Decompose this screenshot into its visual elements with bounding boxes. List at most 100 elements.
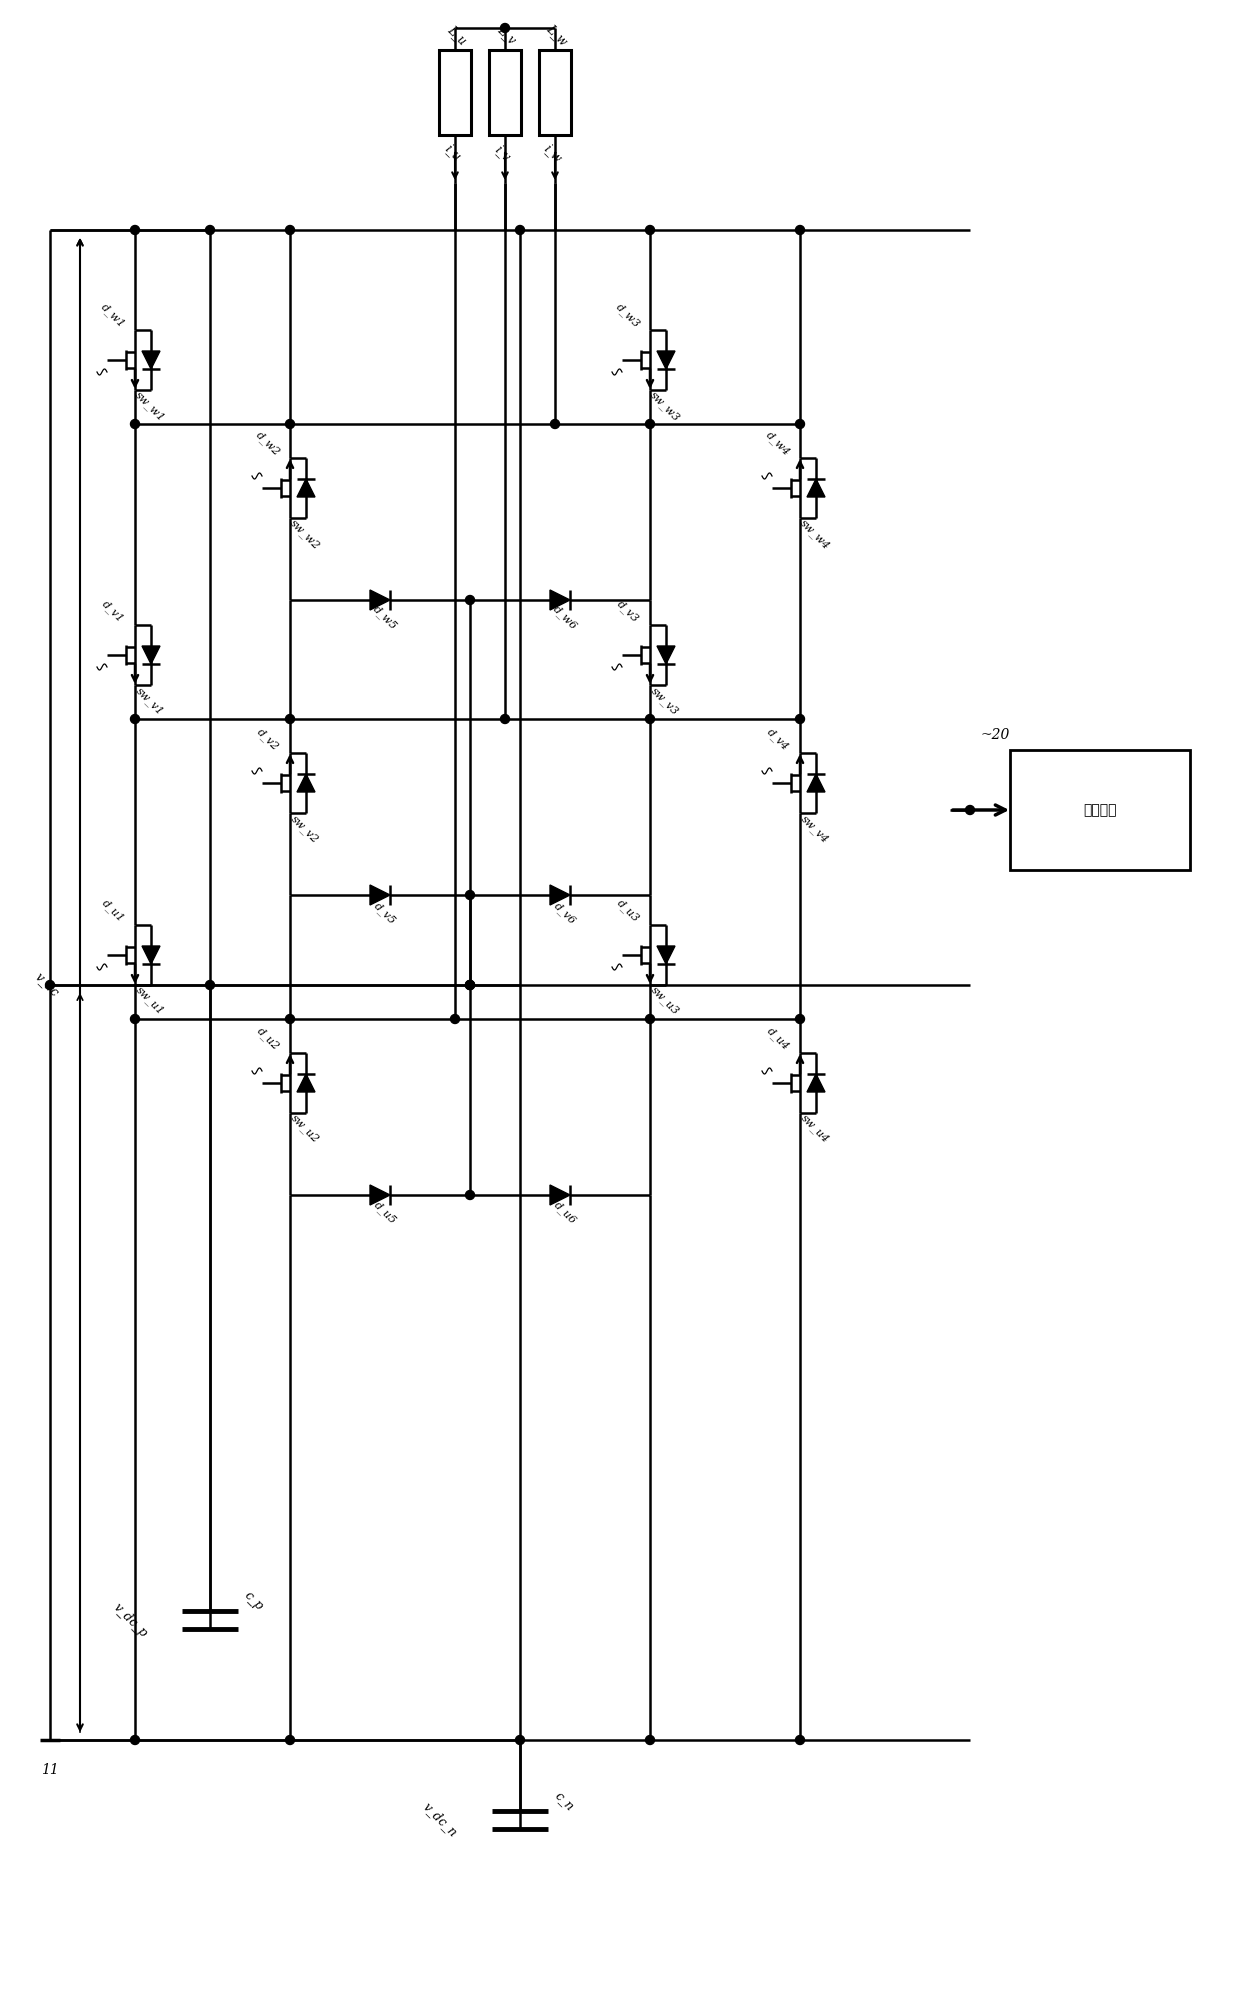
Text: d_w5: d_w5 [371, 604, 399, 632]
Polygon shape [551, 591, 570, 610]
Polygon shape [657, 646, 675, 664]
Text: d_w2: d_w2 [254, 429, 283, 459]
Text: d_v3: d_v3 [615, 598, 641, 624]
Circle shape [285, 714, 295, 724]
Circle shape [646, 225, 655, 235]
Circle shape [465, 595, 475, 604]
Circle shape [465, 1191, 475, 1199]
Text: d_v5: d_v5 [372, 900, 398, 926]
Text: ~20: ~20 [981, 728, 1009, 742]
Text: d_w1: d_w1 [99, 301, 128, 331]
Text: L_u: L_u [445, 22, 469, 48]
Circle shape [501, 714, 510, 724]
Circle shape [501, 24, 510, 32]
Text: sw_u2: sw_u2 [289, 1113, 321, 1145]
Text: 11: 11 [41, 1764, 58, 1778]
Circle shape [516, 1736, 525, 1744]
Polygon shape [807, 1073, 825, 1091]
Text: d_u5: d_u5 [372, 1199, 398, 1227]
Text: d_v4: d_v4 [765, 726, 791, 752]
Circle shape [130, 225, 139, 235]
Circle shape [285, 225, 295, 235]
Polygon shape [807, 479, 825, 497]
Circle shape [646, 1736, 655, 1744]
Text: d_v2: d_v2 [255, 726, 281, 752]
Circle shape [130, 714, 139, 724]
Text: i_u: i_u [443, 142, 464, 164]
Text: sw_w1: sw_w1 [133, 389, 167, 423]
Text: sw_w3: sw_w3 [649, 389, 682, 423]
Circle shape [206, 225, 215, 235]
Text: v_dc: v_dc [32, 970, 62, 999]
Text: sw_v3: sw_v3 [649, 684, 681, 716]
Polygon shape [370, 886, 391, 906]
Text: 控制装置: 控制装置 [1084, 804, 1117, 818]
Circle shape [796, 419, 805, 429]
Circle shape [130, 1015, 139, 1023]
Text: c_n: c_n [552, 1790, 577, 1813]
Circle shape [966, 806, 975, 814]
Circle shape [285, 419, 295, 429]
Circle shape [646, 1015, 655, 1023]
Circle shape [465, 980, 475, 990]
Text: sw_v4: sw_v4 [799, 814, 831, 846]
Text: sw_u4: sw_u4 [799, 1113, 831, 1145]
Circle shape [796, 714, 805, 724]
Circle shape [796, 1736, 805, 1744]
Polygon shape [370, 1185, 391, 1205]
Text: d_w3: d_w3 [614, 301, 642, 331]
Text: d_w6: d_w6 [551, 604, 579, 632]
Text: sw_w4: sw_w4 [799, 517, 832, 551]
Polygon shape [143, 946, 160, 964]
Text: d_w4: d_w4 [764, 429, 792, 459]
Text: sw_v1: sw_v1 [134, 684, 166, 716]
Text: d_v6: d_v6 [552, 900, 578, 926]
Text: v_dc_n: v_dc_n [420, 1799, 460, 1839]
Text: L_w: L_w [544, 22, 570, 48]
Circle shape [796, 1015, 805, 1023]
Text: d_u4: d_u4 [765, 1025, 791, 1051]
Text: sw_w2: sw_w2 [288, 517, 322, 551]
Circle shape [206, 980, 215, 990]
Text: d_u6: d_u6 [552, 1199, 578, 1227]
Circle shape [285, 1736, 295, 1744]
Polygon shape [143, 646, 160, 664]
Circle shape [465, 980, 475, 990]
Bar [489, 50, 521, 136]
Text: v_dc_p: v_dc_p [110, 1600, 150, 1640]
Circle shape [646, 419, 655, 429]
Circle shape [796, 225, 805, 235]
Bar [1011, 750, 1190, 870]
Circle shape [450, 1015, 460, 1023]
Text: d_u1: d_u1 [99, 898, 126, 924]
Polygon shape [298, 774, 315, 792]
Bar [439, 50, 471, 136]
Circle shape [130, 419, 139, 429]
Polygon shape [657, 351, 675, 369]
Circle shape [465, 980, 475, 990]
Text: sw_u3: sw_u3 [649, 986, 681, 1017]
Text: c_p: c_p [242, 1588, 267, 1614]
Circle shape [465, 890, 475, 900]
Polygon shape [298, 479, 315, 497]
Text: d_u2: d_u2 [254, 1025, 281, 1051]
Polygon shape [551, 1185, 570, 1205]
Text: d_v1: d_v1 [100, 598, 126, 624]
Polygon shape [298, 1073, 315, 1091]
Polygon shape [551, 886, 570, 906]
Circle shape [130, 1736, 139, 1744]
Text: sw_u1: sw_u1 [134, 986, 166, 1017]
Text: i_w: i_w [542, 142, 564, 164]
Text: sw_v2: sw_v2 [289, 814, 321, 846]
Polygon shape [657, 946, 675, 964]
Circle shape [646, 714, 655, 724]
Circle shape [551, 419, 559, 429]
Polygon shape [370, 591, 391, 610]
Bar [539, 50, 570, 136]
Circle shape [516, 225, 525, 235]
Text: L_v: L_v [495, 24, 518, 46]
Polygon shape [143, 351, 160, 369]
Polygon shape [807, 774, 825, 792]
Circle shape [285, 1015, 295, 1023]
Text: i_v: i_v [492, 144, 513, 164]
